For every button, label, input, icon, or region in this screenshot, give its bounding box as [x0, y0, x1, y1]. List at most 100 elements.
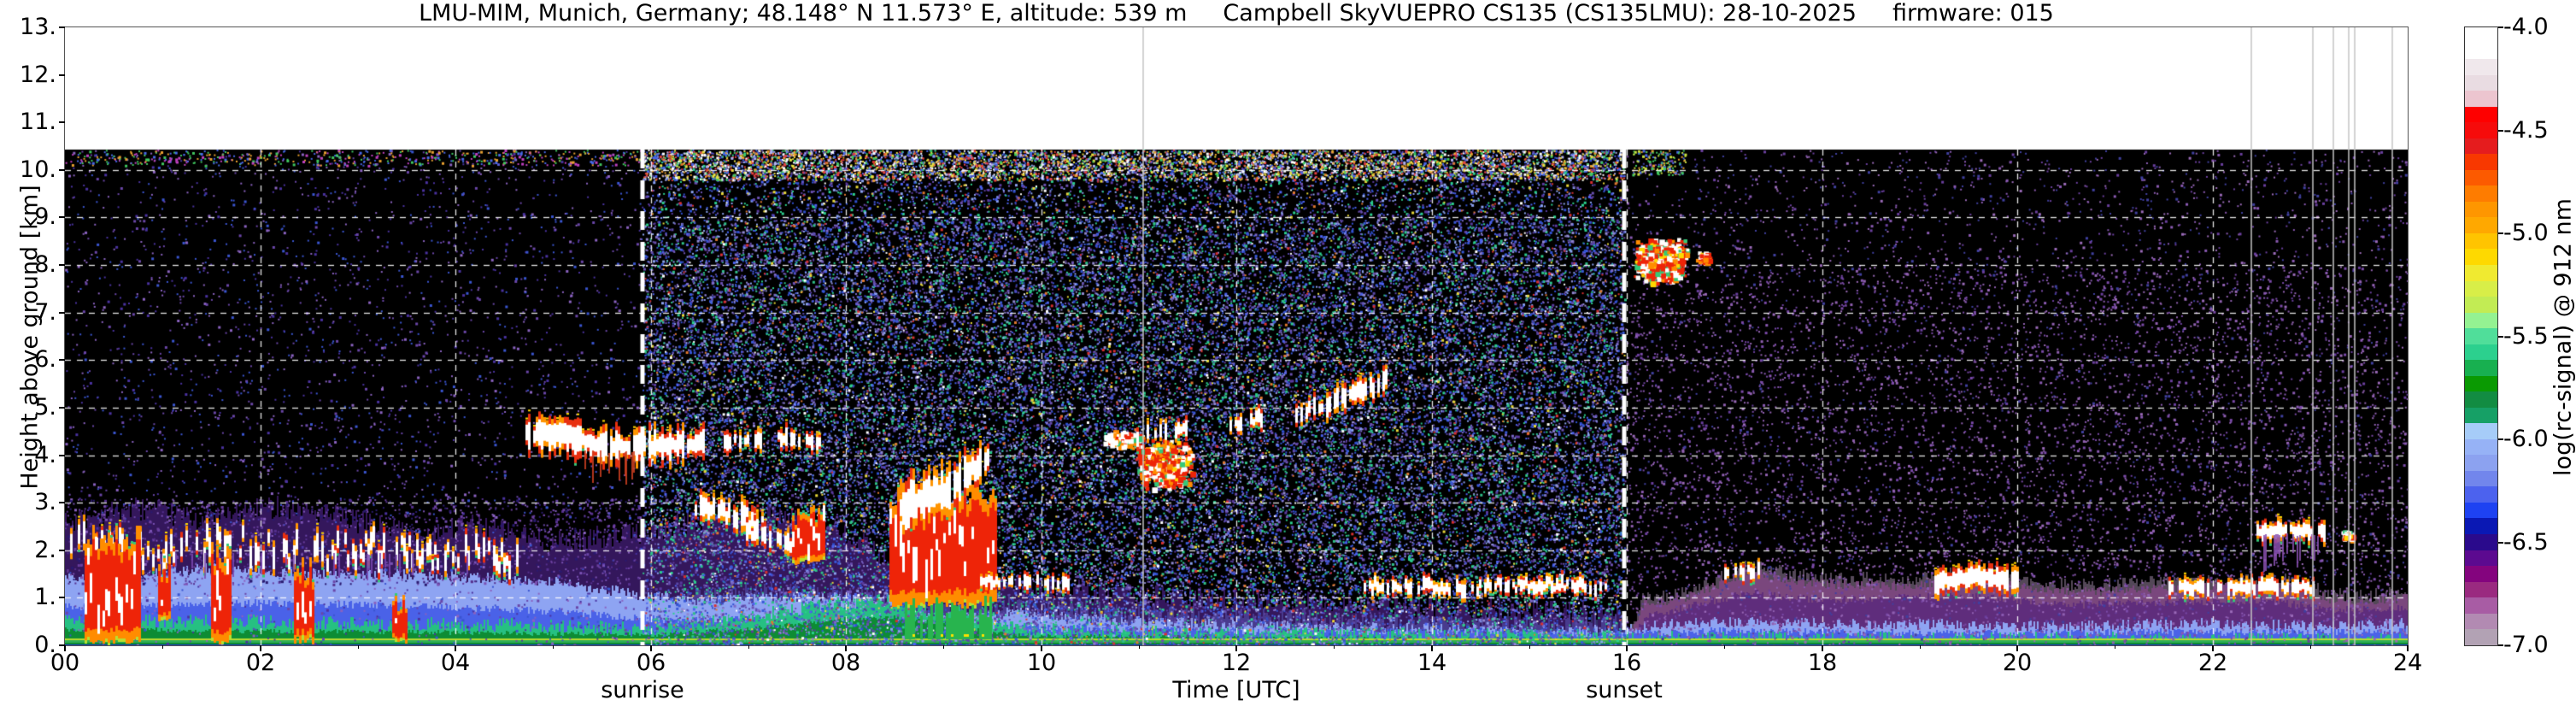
x-tick	[2016, 645, 2018, 651]
colorbar-tick-label: -4.0	[2503, 14, 2549, 40]
plot-title: LMU-MIM, Munich, Germany; 48.148° N 11.5…	[65, 1, 2408, 26]
y-tick	[59, 74, 65, 76]
y-tick	[59, 264, 65, 266]
x-minor-tick	[553, 645, 554, 649]
colorbar-segment	[2465, 59, 2497, 75]
colorbar-tick	[2498, 26, 2503, 28]
colorbar-tick	[2498, 129, 2503, 132]
x-tick-label: 12	[1221, 650, 1252, 676]
colorbar-segment	[2465, 438, 2497, 456]
plot-title-instrument: Campbell SkyVUEPRO CS135 (CS135LMU): 28-…	[1223, 0, 1857, 26]
y-tick-label: 5.	[34, 394, 56, 421]
colorbar-segment	[2465, 344, 2497, 361]
colorbar-segment	[2465, 280, 2497, 297]
colorbar-tick-label: -5.0	[2503, 220, 2549, 246]
y-tick-label: 6.	[34, 346, 56, 373]
y-tick	[59, 644, 65, 646]
y-tick	[59, 26, 65, 28]
colorbar-segment	[2465, 518, 2497, 534]
x-tick	[1431, 645, 1433, 651]
colorbar-segment	[2465, 581, 2497, 598]
x-minor-tick	[1529, 645, 1530, 649]
y-tick-label: 4.	[34, 442, 56, 468]
x-minor-tick	[1920, 645, 1921, 649]
x-minor-tick	[1724, 645, 1725, 649]
colorbar-segment	[2465, 502, 2497, 519]
x-minor-tick	[943, 645, 944, 649]
x-tick-label: 06	[636, 650, 666, 676]
colorbar-segment	[2465, 375, 2497, 392]
y-tick	[59, 407, 65, 409]
colorbar-segment	[2465, 455, 2497, 471]
x-tick	[2212, 645, 2214, 651]
colorbar-segment	[2465, 122, 2497, 138]
x-tick	[455, 645, 456, 651]
x-tick-label: 04	[440, 650, 471, 676]
colorbar-segment	[2465, 613, 2497, 630]
colorbar-segment	[2465, 232, 2497, 250]
plot-title-site: LMU-MIM, Munich, Germany; 48.148° N 11.5…	[419, 0, 1188, 26]
y-tick-label: 3.	[34, 489, 56, 515]
colorbar-tick	[2498, 644, 2503, 646]
heatmap-plot-area	[64, 26, 2409, 646]
y-tick	[59, 312, 65, 314]
colorbar-segment	[2465, 74, 2497, 91]
colorbar-segment	[2465, 566, 2497, 582]
x-tick-label: 16	[1611, 650, 1642, 676]
heatmap-canvas	[65, 27, 2408, 645]
y-tick	[59, 597, 65, 598]
colorbar-segment	[2465, 201, 2497, 218]
colorbar-segment	[2465, 138, 2497, 155]
colorbar-segment	[2465, 534, 2497, 550]
x-tick-label: 10	[1026, 650, 1057, 676]
colorbar-segment	[2465, 43, 2497, 60]
y-tick	[59, 169, 65, 171]
colorbar-segment	[2465, 423, 2497, 439]
y-tick	[59, 359, 65, 361]
colorbar-segment	[2465, 27, 2497, 44]
x-minor-tick	[748, 645, 749, 649]
x-tick	[845, 645, 847, 651]
x-tick-label: 00	[50, 650, 80, 676]
colorbar-tick-label: -6.0	[2503, 426, 2549, 452]
colorbar-segment	[2465, 185, 2497, 202]
colorbar-tick	[2498, 541, 2503, 544]
x-tick	[64, 645, 66, 651]
y-tick-label: 8.	[34, 251, 56, 278]
y-tick	[59, 216, 65, 218]
colorbar-tick-label: -7.0	[2503, 632, 2549, 658]
x-minor-tick	[162, 645, 163, 649]
x-tick-label: 02	[245, 650, 276, 676]
x-minor-tick	[1334, 645, 1335, 649]
colorbar-segment	[2465, 407, 2497, 424]
colorbar-segment	[2465, 550, 2497, 567]
colorbar-segment	[2465, 312, 2497, 329]
x-tick-label: 20	[2002, 650, 2033, 676]
y-tick	[59, 502, 65, 503]
y-tick-label: 12.	[20, 62, 56, 88]
colorbar	[2464, 26, 2498, 646]
colorbar-segment	[2465, 486, 2497, 503]
colorbar-segment	[2465, 154, 2497, 170]
y-tick-label: 2.	[34, 537, 56, 563]
x-tick	[1822, 645, 1823, 651]
sun-annotation: sunrise	[601, 677, 684, 703]
x-tick-label: 18	[1807, 650, 1838, 676]
y-tick-label: 1.	[34, 584, 56, 610]
x-tick	[1235, 645, 1237, 651]
y-tick	[59, 550, 65, 551]
colorbar-segment	[2465, 106, 2497, 123]
colorbar-segment	[2465, 470, 2497, 487]
y-tick-label: 10.	[20, 156, 56, 183]
y-tick-label: 13.	[20, 14, 56, 40]
colorbar-title: log(rc-signal) @ 912 nm	[2550, 198, 2576, 476]
colorbar-segment	[2465, 91, 2497, 107]
colorbar-segment	[2465, 360, 2497, 376]
x-tick-label: 22	[2198, 650, 2228, 676]
colorbar-tick	[2498, 335, 2503, 338]
colorbar-segment	[2465, 629, 2497, 645]
colorbar-segment	[2465, 328, 2497, 344]
sun-annotation: sunset	[1586, 677, 1663, 703]
colorbar-segment	[2465, 217, 2497, 233]
x-tick	[1041, 645, 1042, 651]
